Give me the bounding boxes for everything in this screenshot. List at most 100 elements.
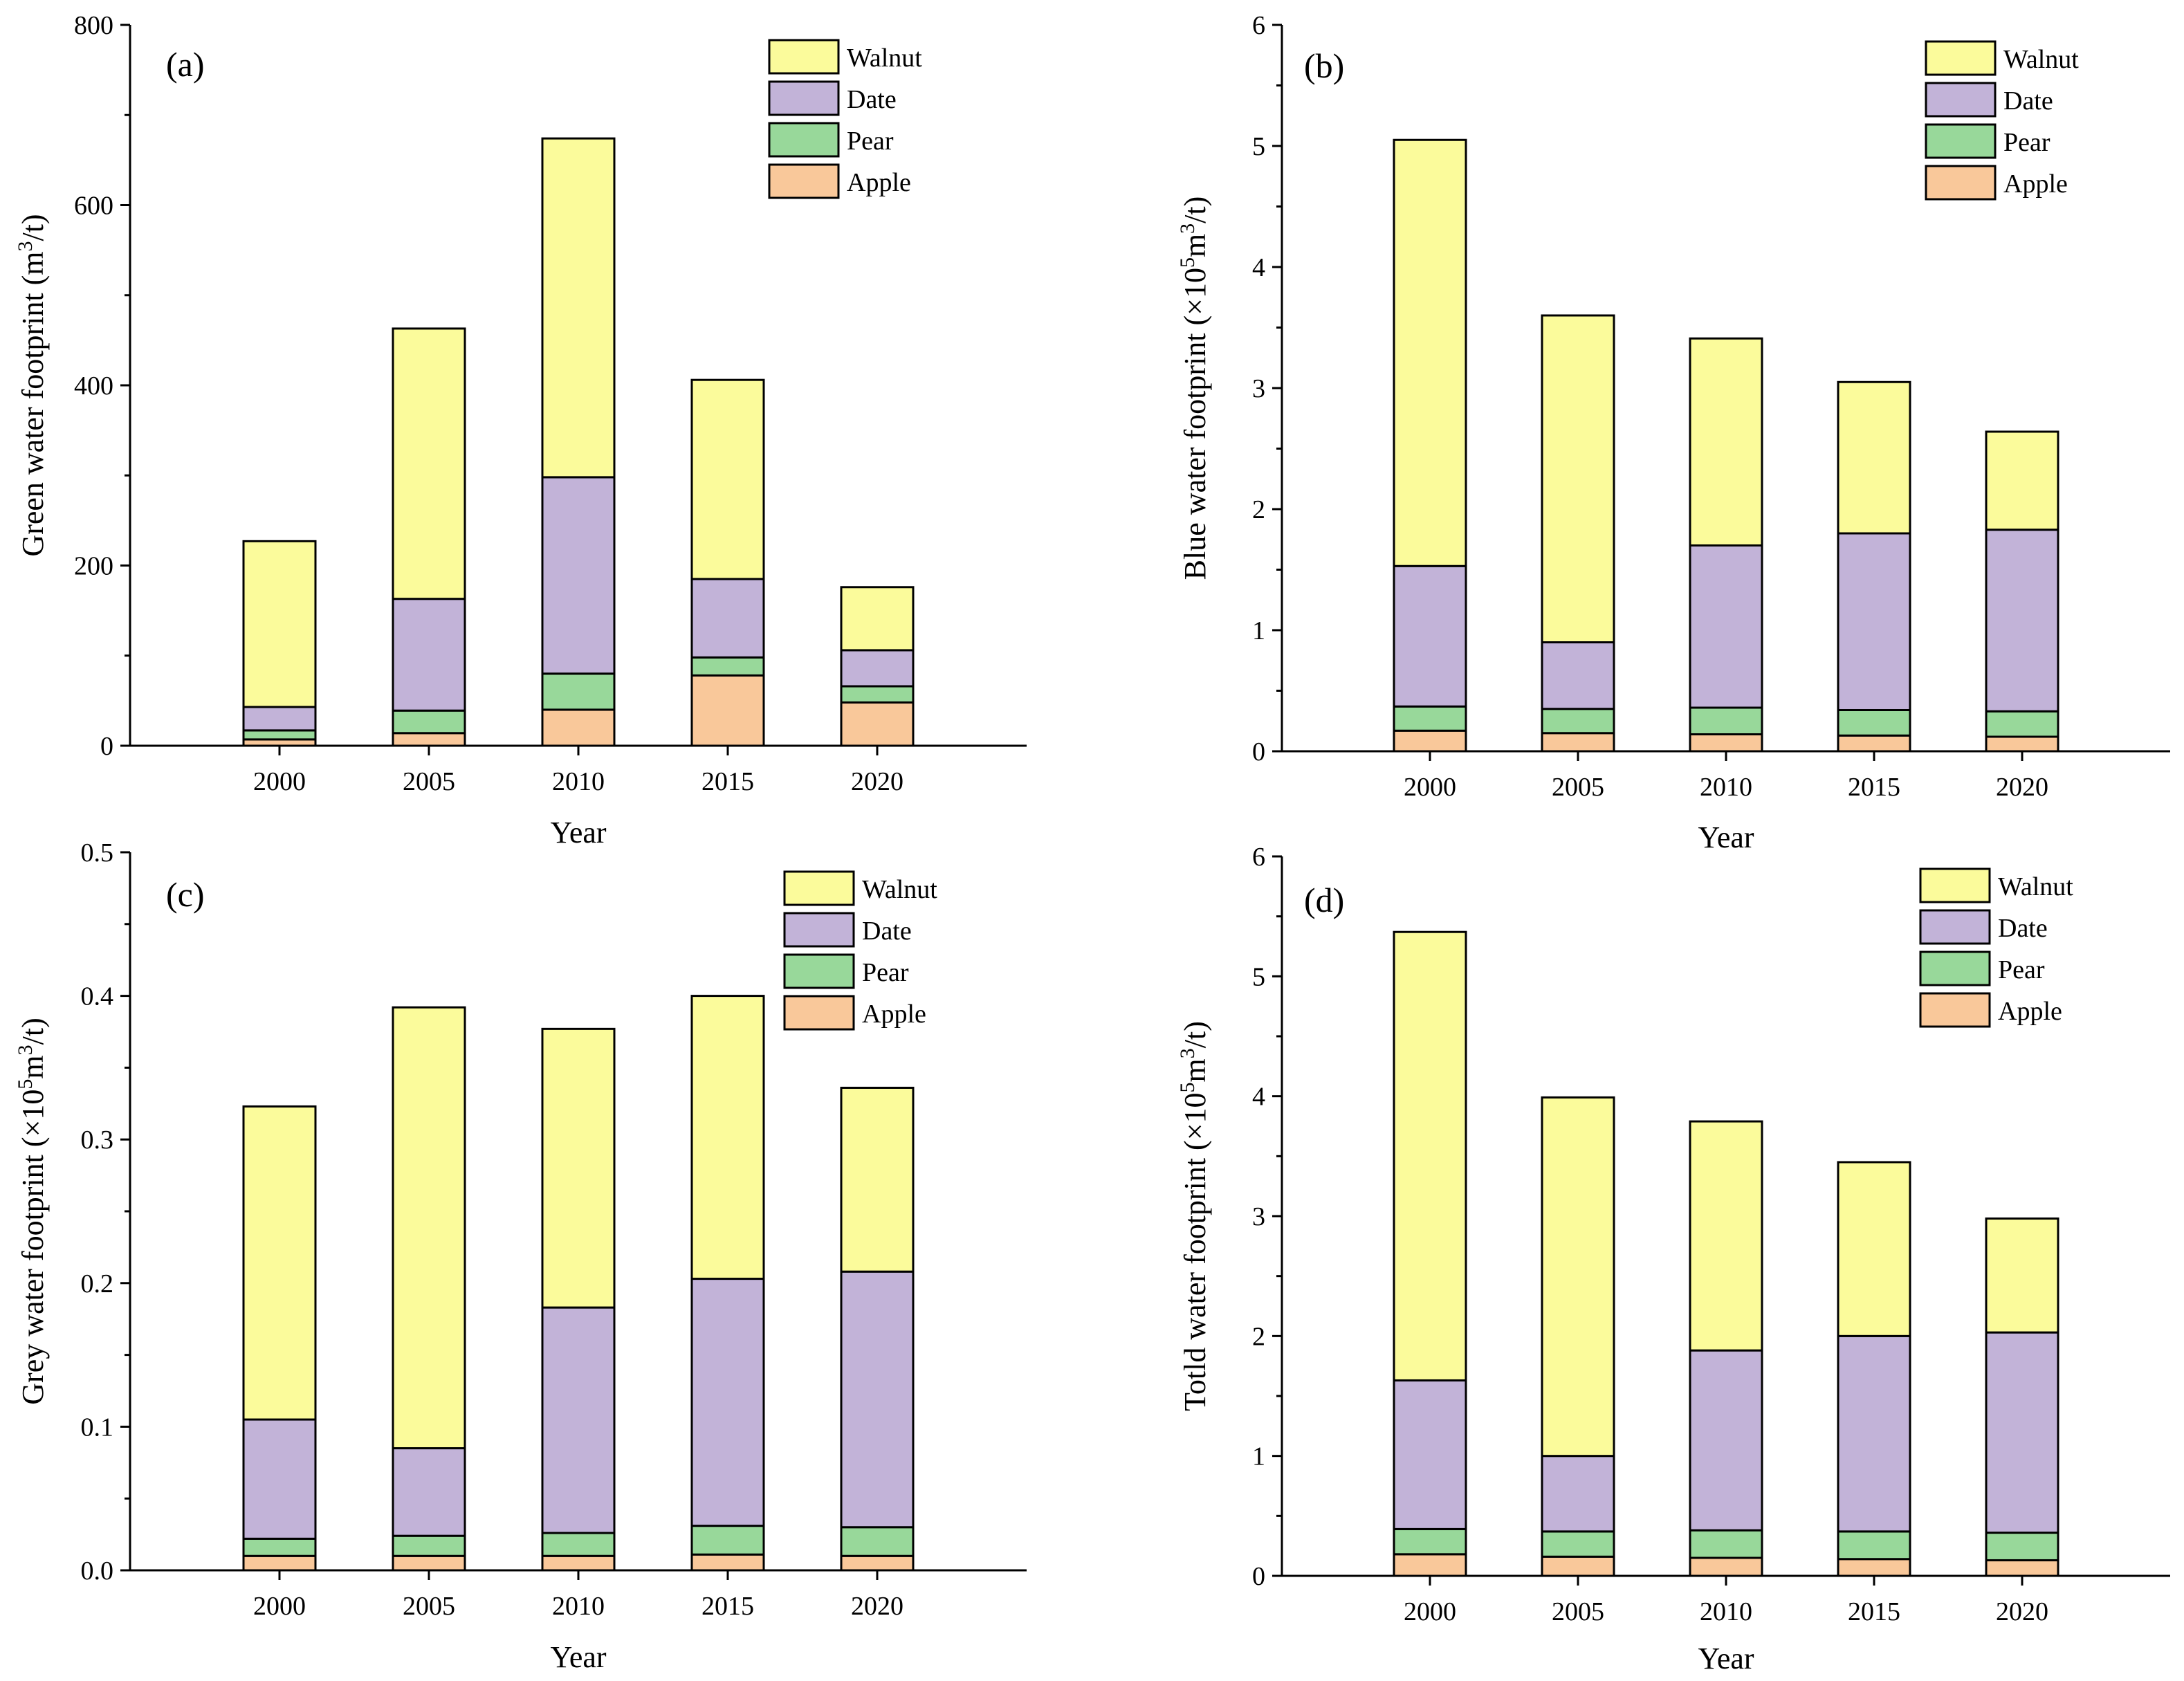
bar-walnut-2005 xyxy=(392,327,466,600)
legend-swatch-apple xyxy=(1919,992,1991,1028)
bar-apple-2015 xyxy=(1837,1558,1911,1577)
bar-walnut-2010 xyxy=(1689,1120,1763,1352)
bar-walnut-2015 xyxy=(690,995,765,1280)
bar-apple-2005 xyxy=(392,1554,466,1572)
legend-label-date: Date xyxy=(862,917,912,946)
legend-label-pear: Pear xyxy=(862,958,909,987)
y-axis-title: Green water footprint (m3/t) xyxy=(14,214,50,556)
legend-swatch-pear xyxy=(1925,123,1997,159)
legend-swatch-walnut xyxy=(783,870,855,906)
x-axis-title: Year xyxy=(1698,820,1754,854)
bar-date-2000 xyxy=(242,1418,317,1540)
y-tick-label: 5 xyxy=(1252,962,1265,991)
bar-pear-2020 xyxy=(840,685,915,704)
bar-walnut-2010 xyxy=(541,137,616,479)
y-tick-label: 1 xyxy=(1252,1442,1265,1471)
bar-walnut-2015 xyxy=(1837,1161,1911,1337)
bar-pear-2010 xyxy=(1689,1529,1763,1559)
bar-pear-2020 xyxy=(1985,1532,2059,1561)
y-axis-title-superscript: 3 xyxy=(14,1045,37,1055)
bar-walnut-2010 xyxy=(541,1027,616,1309)
x-tick-label: 2010 xyxy=(552,1592,605,1621)
x-tick-label: 2005 xyxy=(1552,773,1604,802)
x-tick-label: 2005 xyxy=(403,1592,455,1621)
bar-pear-2000 xyxy=(1393,1527,1467,1556)
bar-apple-2010 xyxy=(1689,1556,1763,1577)
y-tick-label: 1 xyxy=(1252,616,1265,645)
y-tick-label: 4 xyxy=(1252,1083,1265,1112)
bar-apple-2010 xyxy=(541,1554,616,1572)
bar-date-2005 xyxy=(1541,1455,1615,1533)
bar-apple-2020 xyxy=(1985,1559,2059,1577)
x-tick-label: 2015 xyxy=(1848,1597,1900,1626)
y-tick-label: 800 xyxy=(74,11,113,40)
x-tick-label: 2010 xyxy=(1700,773,1752,802)
bar-walnut-2000 xyxy=(242,540,317,708)
bar-date-2010 xyxy=(1689,544,1763,709)
legend-swatch-pear xyxy=(768,122,840,158)
bar-walnut-2015 xyxy=(1837,380,1911,535)
bar-date-2015 xyxy=(1837,1334,1911,1533)
y-axis-title-superscript: 5 xyxy=(1176,1082,1199,1092)
x-axis-title: Year xyxy=(1698,1642,1754,1675)
legend-swatch-pear xyxy=(783,953,855,989)
bar-date-2020 xyxy=(840,1270,915,1529)
bar-apple-2015 xyxy=(1837,734,1911,753)
bar-apple-2010 xyxy=(541,708,616,747)
x-tick-label: 2005 xyxy=(1552,1597,1604,1626)
legend-label-walnut: Walnut xyxy=(2003,45,2079,74)
bar-date-2000 xyxy=(242,706,317,732)
bar-pear-2010 xyxy=(1689,706,1763,735)
bar-pear-2005 xyxy=(1541,708,1615,735)
bar-pear-2015 xyxy=(690,656,765,677)
y-axis-title-part: Blue water footprint (×10 xyxy=(1178,268,1212,580)
bar-walnut-2000 xyxy=(1393,930,1467,1381)
bar-pear-2015 xyxy=(1837,1530,1911,1561)
x-tick-label: 2015 xyxy=(1848,773,1900,802)
bar-apple-2005 xyxy=(1541,732,1615,753)
bar-pear-2015 xyxy=(690,1525,765,1556)
bar-walnut-2020 xyxy=(840,586,915,652)
x-tick-label: 2015 xyxy=(701,767,754,796)
y-axis-title-superscript: 3 xyxy=(1176,1048,1199,1058)
y-tick-label: 0.5 xyxy=(81,838,114,867)
bar-date-2010 xyxy=(541,1306,616,1534)
legend-swatch-pear xyxy=(1919,950,1991,986)
bar-walnut-2020 xyxy=(1985,1217,2059,1334)
bar-walnut-2005 xyxy=(1541,314,1615,643)
bar-apple-2005 xyxy=(392,732,466,747)
x-tick-label: 2020 xyxy=(851,1592,903,1621)
bar-date-2005 xyxy=(392,1447,466,1537)
x-axis-title: Year xyxy=(550,1640,606,1674)
legend-swatch-date xyxy=(768,80,840,116)
y-tick-label: 2 xyxy=(1252,495,1265,524)
legend-label-apple: Apple xyxy=(2003,169,2068,199)
bar-pear-2010 xyxy=(541,672,616,711)
y-tick-label: 0.1 xyxy=(81,1413,114,1442)
x-tick-label: 2000 xyxy=(253,1592,306,1621)
bar-date-2015 xyxy=(690,1278,765,1527)
bar-apple-2020 xyxy=(1985,735,2059,753)
panel-b: 0 1 2 3 4 5 6 2000 2005 2010 2015 2020 Year Blue wate… xyxy=(1176,11,2170,854)
x-tick-label: 2020 xyxy=(1996,773,2048,802)
panel-label: (b) xyxy=(1304,46,1344,85)
legend-label-apple: Apple xyxy=(847,168,911,197)
y-axis-title-part: /t) xyxy=(1178,1021,1212,1048)
bar-apple-2015 xyxy=(690,1553,765,1572)
legend-swatch-walnut xyxy=(1919,867,1991,903)
bar-walnut-2010 xyxy=(1689,337,1763,546)
legend-label-date: Date xyxy=(1998,914,2048,943)
y-axis-title: Grey water footprint (×105m3/t) xyxy=(14,1018,50,1404)
x-tick-label: 2020 xyxy=(1996,1597,2048,1626)
panel-label: (a) xyxy=(166,45,205,84)
bar-pear-2005 xyxy=(392,1534,466,1557)
bar-pear-2020 xyxy=(1985,710,2059,738)
y-tick-label: 4 xyxy=(1252,253,1265,282)
panel-d: 0 1 2 3 4 5 6 2000 2005 2010 2015 2020 Year Totld wat… xyxy=(1176,843,2170,1675)
y-tick-label: 400 xyxy=(74,371,113,401)
legend-swatch-date xyxy=(783,912,855,948)
x-tick-label: 2000 xyxy=(1404,1597,1456,1626)
bar-walnut-2005 xyxy=(1541,1096,1615,1458)
